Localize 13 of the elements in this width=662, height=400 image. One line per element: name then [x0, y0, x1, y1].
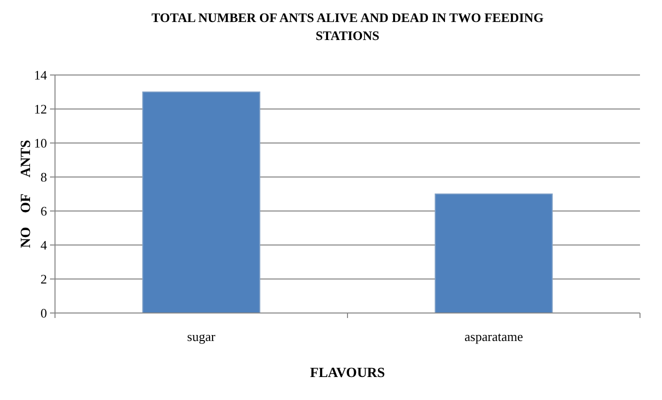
x-tick-label: sugar [187, 329, 216, 344]
chart-title: TOTAL NUMBER OF ANTS ALIVE AND DEAD IN TWO FEEDING STATIONS [151, 10, 544, 43]
x-axis-title: FLAVOURS [310, 366, 386, 381]
y-tick-label: 12 [34, 102, 47, 117]
x-tick-label: asparatame [464, 329, 524, 344]
y-tick-label: 10 [34, 136, 47, 151]
y-tick-label: 6 [40, 204, 48, 219]
y-tick-label: 14 [34, 68, 48, 83]
y-tick-label: 8 [40, 170, 47, 185]
y-tick-label: 0 [40, 306, 47, 321]
y-tick-label: 2 [40, 272, 47, 287]
y-tick-label: 4 [40, 238, 48, 253]
y-axis-title: NO OF ANTS [19, 140, 34, 248]
